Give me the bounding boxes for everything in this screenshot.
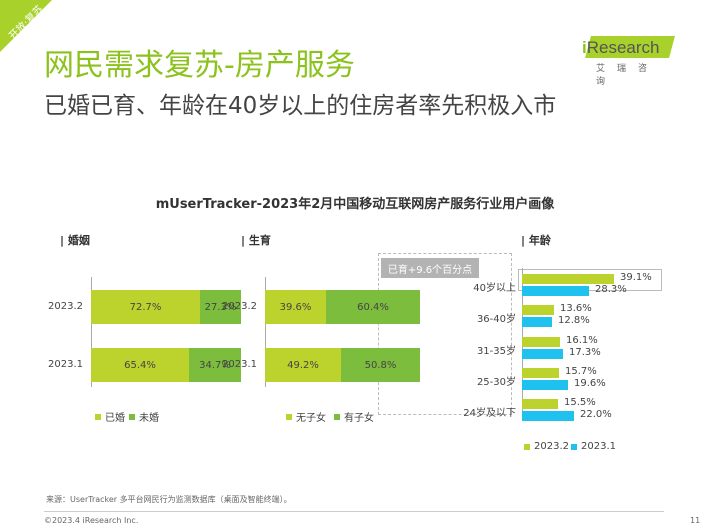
children-category-label: 2023.2 bbox=[222, 301, 257, 312]
age-highlight-box bbox=[518, 269, 662, 291]
marriage-legend-item: 未婚 bbox=[129, 409, 159, 424]
children-category-label: 2023.1 bbox=[222, 359, 257, 370]
legend-label: 未婚 bbox=[139, 413, 159, 424]
source-note: 来源：UserTracker 多平台网民行为监测数据库（桌面及智能终端）。 bbox=[46, 495, 292, 504]
legend-label: 已婚 bbox=[105, 413, 125, 424]
children-bar-segment: 39.6% bbox=[265, 290, 326, 324]
legend-swatch bbox=[286, 413, 292, 420]
children-bar-segment: 60.4% bbox=[326, 290, 420, 324]
marriage-bar-segment: 72.7% bbox=[91, 290, 200, 324]
age-bar bbox=[522, 337, 560, 347]
age-category-label: 31-35岁 bbox=[476, 346, 516, 357]
age-bar bbox=[522, 286, 589, 296]
panel-title-marriage: | 婚姻 bbox=[60, 234, 90, 247]
age-bar bbox=[522, 349, 563, 359]
marriage-legend-item: 已婚 bbox=[95, 409, 125, 424]
age-bar-label: 12.8% bbox=[558, 315, 590, 326]
legend-swatch bbox=[334, 413, 340, 420]
legend-swatch bbox=[95, 413, 101, 420]
marriage-bar-segment: 65.4% bbox=[91, 348, 189, 382]
age-bar-label: 15.5% bbox=[564, 397, 596, 408]
children-axis bbox=[265, 277, 266, 387]
page-subtitle: 已婚已育、年龄在40岁以上的住房者率先积极入市 bbox=[44, 93, 557, 119]
age-legend-item: 2023.1 bbox=[571, 441, 616, 452]
logo-text: Research bbox=[586, 38, 660, 57]
age-category-label: 25-30岁 bbox=[476, 377, 516, 388]
chart-main-title: mUserTracker-2023年2月中国移动互联网房产服务行业用户画像 bbox=[155, 197, 555, 212]
marriage-category-label: 2023.2 bbox=[48, 301, 83, 312]
age-bar-label: 16.1% bbox=[566, 335, 598, 346]
legend-swatch bbox=[571, 443, 577, 450]
age-bar bbox=[522, 368, 559, 378]
marriage-category-label: 2023.1 bbox=[48, 359, 83, 370]
footer-divider bbox=[44, 511, 664, 512]
age-bar bbox=[522, 380, 568, 390]
children-legend-item: 有子女 bbox=[334, 409, 374, 424]
age-bar-label: 22.0% bbox=[580, 409, 612, 420]
logo-i: i bbox=[582, 38, 587, 57]
corner-tag-ribbon bbox=[0, 0, 52, 52]
age-bar-label: 19.6% bbox=[574, 378, 606, 389]
legend-label: 无子女 bbox=[296, 413, 326, 424]
logo-subtext: 艾瑞咨询 bbox=[596, 64, 660, 87]
age-bar-label: 15.7% bbox=[565, 366, 597, 377]
age-category-label: 36-40岁 bbox=[476, 314, 516, 325]
iresearch-logo: iResearch 艾瑞咨询 bbox=[582, 36, 675, 87]
marriage-bar-segment: 27.3% bbox=[200, 290, 241, 324]
panel-title-children: | 生育 bbox=[241, 234, 271, 247]
copyright: ©2023.4 iResearch Inc. bbox=[44, 516, 139, 525]
age-bar bbox=[522, 274, 614, 284]
marriage-axis bbox=[91, 277, 92, 387]
children-bar-segment: 50.8% bbox=[341, 348, 420, 382]
annotation-dash-box bbox=[378, 253, 512, 415]
age-bar-label: 28.3% bbox=[595, 284, 627, 295]
age-bar bbox=[522, 317, 552, 327]
marriage-bar-segment: 34.7% bbox=[189, 348, 241, 382]
panel-title-age: | 年龄 bbox=[521, 234, 551, 247]
age-legend-item: 2023.2 bbox=[524, 441, 569, 452]
age-bar bbox=[522, 399, 558, 409]
age-category-label: 24岁及以下 bbox=[463, 408, 516, 419]
age-bar-label: 17.3% bbox=[569, 347, 601, 358]
age-category-label: 40岁以上 bbox=[473, 283, 516, 294]
legend-label: 2023.2 bbox=[534, 441, 569, 452]
age-bar-label: 39.1% bbox=[620, 272, 652, 283]
age-bar bbox=[522, 411, 574, 421]
age-bar bbox=[522, 305, 554, 315]
age-bar-label: 13.6% bbox=[560, 303, 592, 314]
page-number: 11 bbox=[690, 516, 701, 525]
legend-swatch bbox=[524, 443, 530, 450]
legend-label: 2023.1 bbox=[581, 441, 616, 452]
children-legend-item: 无子女 bbox=[286, 409, 326, 424]
legend-swatch bbox=[129, 413, 135, 420]
children-bar-segment: 49.2% bbox=[265, 348, 341, 382]
legend-label: 有子女 bbox=[344, 413, 374, 424]
annotation-label: 已育+9.6个百分点 bbox=[381, 258, 479, 278]
page-title: 网民需求复苏-房产服务 bbox=[44, 48, 355, 83]
